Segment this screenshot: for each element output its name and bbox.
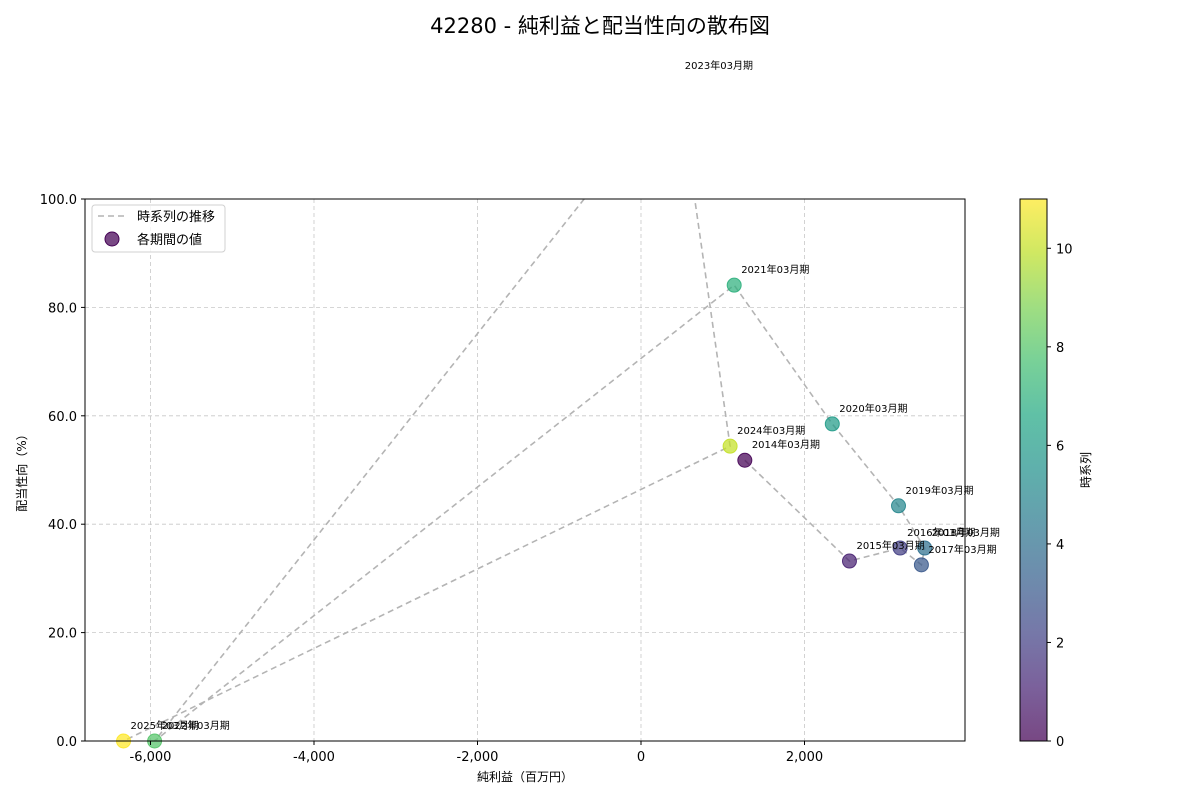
y-tick-label: 100.0: [40, 193, 77, 208]
trend-line: [123, 199, 926, 741]
chart-title: 42280 - 純利益と配当性向の散布図: [430, 14, 770, 38]
colorbar-tick-label: 10: [1056, 242, 1073, 257]
y-tick-label: 80.0: [48, 301, 77, 316]
colorbar-tick-label: 8: [1056, 341, 1064, 356]
x-tick-label: 0: [637, 750, 645, 765]
colorbar: 0 2 4 6 8 10 時系列: [1019, 198, 1093, 750]
point-label: 2014年03月期: [752, 438, 820, 451]
data-point: [891, 498, 907, 514]
point-label: 2021年03月期: [741, 263, 809, 276]
x-axis-label: 純利益（百万円）: [477, 770, 573, 784]
data-point: [917, 540, 933, 556]
axes: -6,000 -4,000 -2,000 0 2,000 0.0 20.0 40.0 60.0 8…: [14, 193, 966, 784]
colorbar-tick-label: 4: [1056, 538, 1064, 553]
y-tick-label: 20.0: [48, 627, 77, 642]
data-point: [737, 452, 753, 468]
data-point: [726, 277, 742, 293]
data-point: [913, 557, 929, 573]
data-point: [722, 438, 738, 454]
point-label: 2022年03月期: [162, 719, 230, 732]
legend-entry-values: 各期間の値: [137, 232, 202, 248]
colorbar-tick-label: 0: [1056, 735, 1064, 750]
colorbar-tick-label: 2: [1056, 636, 1064, 651]
data-points: [116, 277, 933, 749]
point-label: 2023年03月期: [685, 59, 753, 72]
point-label: 2018年03月期: [932, 526, 1000, 539]
y-tick-label: 40.0: [48, 518, 77, 533]
x-tick-label: 2,000: [786, 750, 823, 765]
y-tick-label: 60.0: [48, 410, 77, 425]
y-tick-label: 0.0: [56, 735, 77, 750]
point-label: 2016年03月期: [907, 526, 975, 539]
point-label: 2024年03月期: [737, 424, 805, 437]
x-tick-label: -4,000: [293, 750, 335, 765]
x-tick-label: -2,000: [457, 750, 499, 765]
x-tick-label: -6,000: [130, 750, 172, 765]
grid-lines: [85, 198, 965, 742]
point-label: 2025年03月期: [131, 719, 199, 732]
data-point: [824, 416, 840, 432]
colorbar-label: 時系列: [1079, 452, 1093, 488]
point-label: 2017年03月期: [928, 543, 996, 556]
point-label: 2020年03月期: [839, 402, 907, 415]
y-axis-label: 配当性向（%）: [14, 428, 29, 511]
point-label: 2019年03月期: [906, 484, 974, 497]
point-label: 2015年03月期: [856, 539, 924, 552]
colorbar-tick-label: 6: [1056, 439, 1064, 454]
legend-entry-trend: 時系列の推移: [137, 210, 215, 225]
data-point: [841, 553, 857, 569]
data-point: [892, 540, 908, 556]
